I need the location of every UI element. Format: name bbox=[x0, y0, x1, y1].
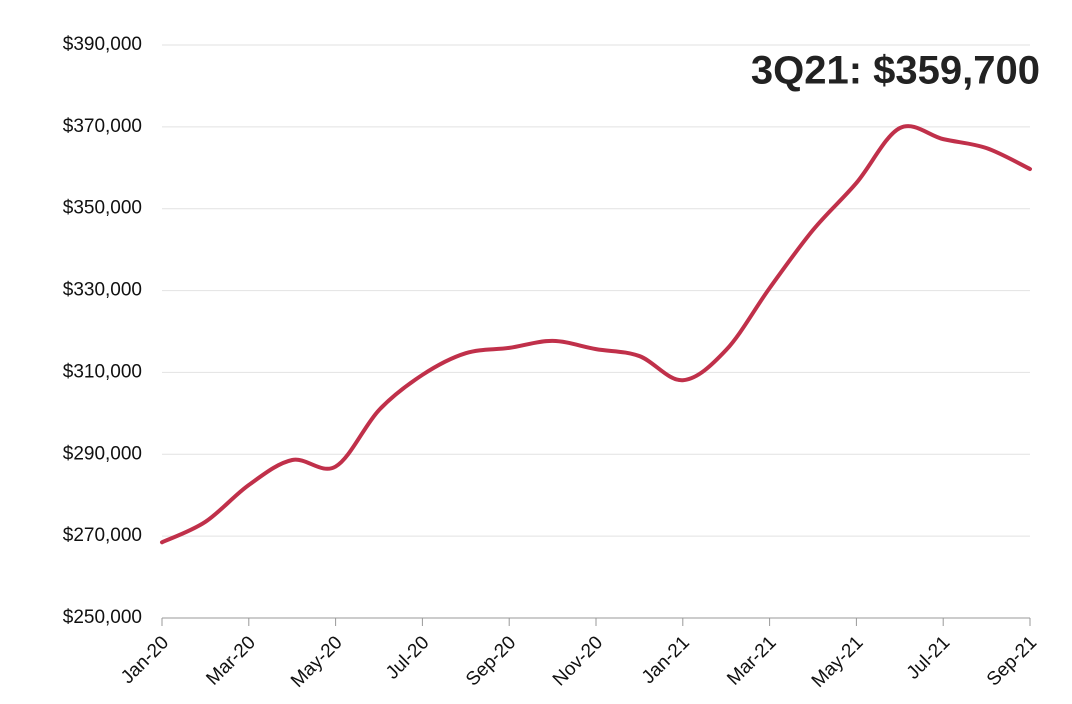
x-tick-label: Mar-21 bbox=[723, 632, 780, 689]
y-tick-label: $370,000 bbox=[63, 116, 142, 137]
x-tick-label: Jan-21 bbox=[638, 632, 694, 688]
x-tick-label: Jan-20 bbox=[117, 632, 173, 688]
x-tick-label: May-20 bbox=[287, 632, 347, 692]
y-tick-label: $390,000 bbox=[63, 34, 142, 55]
y-tick-label: $250,000 bbox=[63, 607, 142, 628]
x-tick-label: Nov-20 bbox=[549, 632, 607, 690]
line bbox=[160, 124, 1032, 545]
x-tick-label: Sep-21 bbox=[983, 632, 1041, 690]
x-tick-label: Jul-21 bbox=[903, 632, 954, 683]
y-tick-label: $270,000 bbox=[63, 525, 142, 546]
annotation: 3Q21: $359,700 bbox=[751, 49, 1040, 93]
y-tick-label: $290,000 bbox=[63, 443, 142, 464]
y-tick-label: $310,000 bbox=[63, 361, 142, 382]
x-tick-label: Mar-20 bbox=[202, 632, 259, 689]
x-tick-label: May-21 bbox=[808, 632, 868, 692]
y-tick-label: $350,000 bbox=[63, 198, 142, 219]
x-tick-label: Sep-20 bbox=[462, 632, 520, 690]
x-tick-label: Jul-20 bbox=[382, 632, 433, 683]
y-tick-label: $330,000 bbox=[63, 280, 142, 301]
